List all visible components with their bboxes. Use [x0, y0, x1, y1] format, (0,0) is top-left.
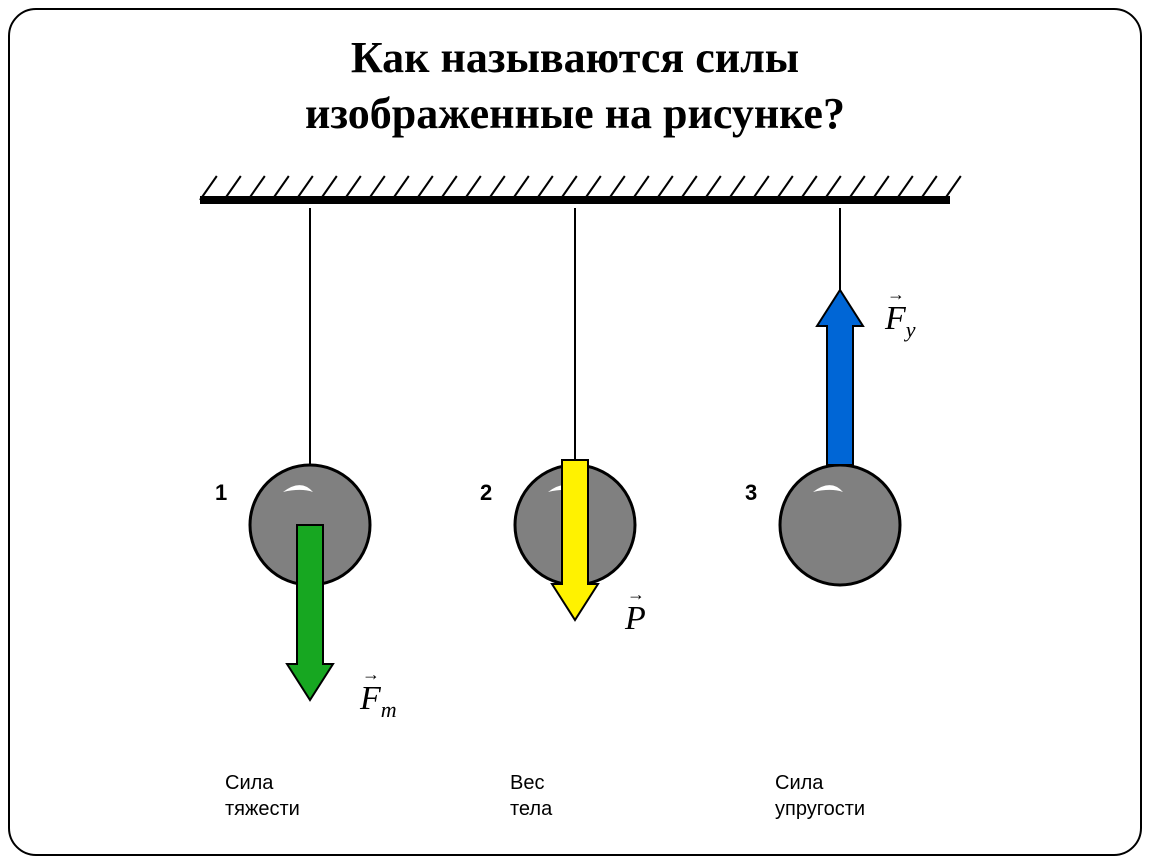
pendulum-3	[780, 208, 900, 585]
force-label-3: →Fу	[885, 300, 916, 343]
pendulum-number-3: 3	[745, 480, 757, 506]
ceiling-support	[200, 176, 961, 200]
pendulum-number-2: 2	[480, 480, 492, 506]
force-label-2: →P	[625, 600, 646, 638]
pendulums-group	[250, 208, 900, 700]
caption-1: Силатяжести	[225, 770, 300, 822]
pendulum-2	[515, 208, 635, 620]
pendulum-number-1: 1	[215, 480, 227, 506]
force-label-1: →Fт	[360, 680, 397, 723]
caption-2: Вестела	[510, 770, 552, 822]
physics-diagram	[0, 0, 1150, 864]
pendulum-1	[250, 208, 370, 700]
caption-3: Силаупругости	[775, 770, 865, 822]
